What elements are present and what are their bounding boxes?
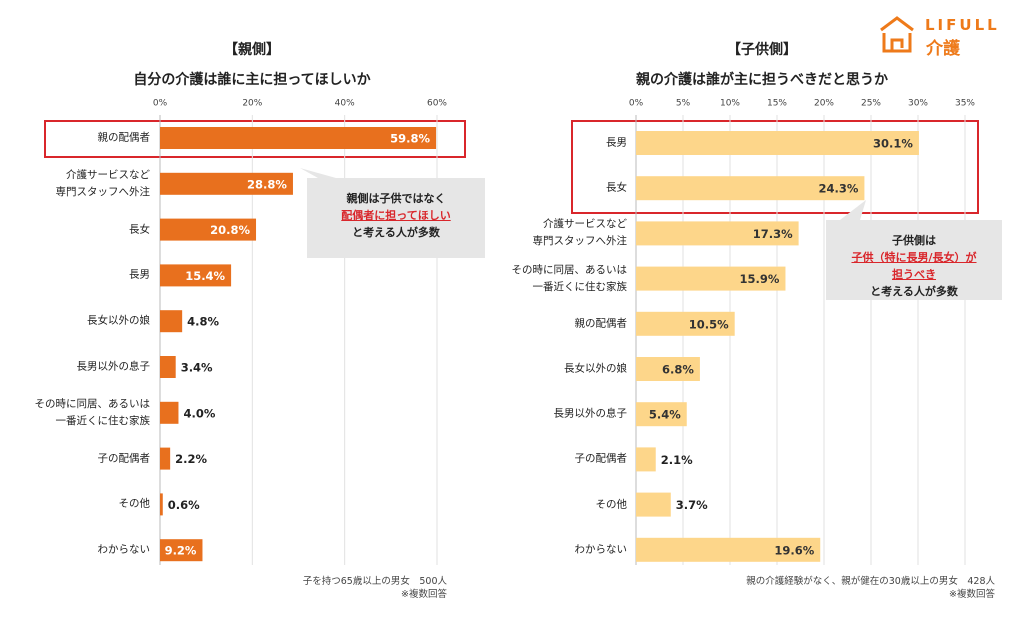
bar <box>160 310 183 333</box>
category-label: 子の配偶者 <box>97 452 151 465</box>
value-label: 59.8% <box>390 132 430 146</box>
category-label: その他 <box>595 498 628 511</box>
x-tick-label: 25% <box>861 99 881 109</box>
value-label: 6.8% <box>662 363 694 377</box>
x-tick-label: 15% <box>767 99 787 109</box>
callout-text: 担うべき <box>892 268 936 281</box>
bar <box>160 218 257 241</box>
footnote: 子を持つ65歳以上の男女 500人 <box>302 576 447 587</box>
bar <box>636 131 919 155</box>
category-label: その時に同居、あるいは 一番近くに住む家族 <box>34 397 151 427</box>
x-tick-label: 30% <box>908 99 928 109</box>
logo-brand: LIFULL <box>925 16 1000 34</box>
value-label: 2.2% <box>175 452 207 466</box>
category-label: 長男以外の息子 <box>553 407 628 420</box>
value-label: 3.4% <box>181 361 213 375</box>
category-label: わからない <box>97 543 151 556</box>
bar <box>636 402 687 427</box>
callout-text: 親側は子供ではなく <box>346 192 446 205</box>
footnote: ※複数回答 <box>401 589 447 600</box>
bar <box>160 493 163 516</box>
callout-text: と考える人が多数 <box>352 226 440 239</box>
value-label: 20.8% <box>210 223 250 237</box>
value-label: 17.3% <box>753 227 793 241</box>
bar <box>636 176 865 201</box>
value-label: 15.4% <box>185 269 225 283</box>
callout-box: 子供側は子供（特に長男/長女）が 担うべきと考える人が多数 <box>826 220 1002 300</box>
callout-text: と考える人が多数 <box>870 285 958 298</box>
x-tick-label: 10% <box>720 99 740 109</box>
bar <box>636 447 656 472</box>
callout-text: 配偶者に担ってほしい <box>341 209 451 222</box>
value-label: 3.7% <box>676 498 708 512</box>
callout-text: 子供側は <box>892 234 936 247</box>
category-label: その他 <box>118 497 151 510</box>
category-label: 長女 <box>606 181 627 194</box>
chart-subtitle: 自分の介護は誰に主に担ってほしいか <box>133 71 370 88</box>
category-label: 介護サービスなど 専門スタッフへ外注 <box>55 168 151 198</box>
x-tick-label: 0% <box>153 99 168 109</box>
footnote: 親の介護経験がなく、親が健在の30歳以上の男女 428人 <box>746 576 995 587</box>
value-label: 0.6% <box>168 498 200 512</box>
footnote: ※複数回答 <box>949 589 995 600</box>
logo-icon <box>880 16 914 53</box>
bar <box>636 311 735 336</box>
category-label: 介護サービスなど 専門スタッフへ外注 <box>532 218 628 248</box>
bar <box>636 221 799 246</box>
category-label: 親の配偶者 <box>574 317 628 330</box>
callout-pointer <box>840 200 866 220</box>
value-label: 30.1% <box>873 137 913 151</box>
value-label: 28.8% <box>247 177 287 191</box>
value-label: 4.8% <box>187 315 219 329</box>
x-tick-label: 35% <box>955 99 975 109</box>
highlight-frame <box>571 120 979 214</box>
value-label: 4.0% <box>183 406 215 420</box>
x-tick-label: 40% <box>335 99 355 109</box>
value-label: 15.9% <box>740 272 780 286</box>
bar <box>160 539 203 562</box>
category-label: 長女 <box>129 223 150 236</box>
x-tick-label: 0% <box>629 99 644 109</box>
bar <box>160 401 179 424</box>
category-label: 長女以外の娘 <box>87 314 150 327</box>
x-tick-label: 60% <box>427 99 447 109</box>
chart-title: 【子供側】 <box>727 41 797 58</box>
value-label: 19.6% <box>774 543 814 557</box>
value-label: 9.2% <box>165 544 197 558</box>
x-tick-label: 20% <box>242 99 262 109</box>
value-label: 24.3% <box>819 182 859 196</box>
bar <box>160 172 293 195</box>
bar <box>636 537 821 562</box>
callout-pointer <box>300 168 336 178</box>
x-tick-label: 20% <box>814 99 834 109</box>
value-label: 5.4% <box>649 408 681 422</box>
bar <box>160 264 232 287</box>
category-label: わからない <box>574 543 628 556</box>
category-label: 子の配偶者 <box>574 452 628 465</box>
callout-text: 子供（特に長男/長女）が <box>851 251 977 264</box>
category-label: 長女以外の娘 <box>564 362 627 375</box>
bar <box>636 357 700 381</box>
value-label: 10.5% <box>689 317 729 331</box>
bar <box>636 492 671 517</box>
callout-box: 親側は子供ではなく 配偶者に担ってほしい と考える人が多数 <box>307 178 485 258</box>
category-label: 長男以外の息子 <box>76 360 151 373</box>
bar <box>160 127 437 149</box>
chart-subtitle: 親の介護は誰が主に担うべきだと思うか <box>636 71 888 88</box>
category-label: 長男 <box>606 136 627 149</box>
bar <box>636 266 786 291</box>
highlight-frame <box>44 120 466 158</box>
value-label: 2.1% <box>661 453 693 467</box>
category-label: 長男 <box>129 268 150 281</box>
bar <box>160 356 176 378</box>
category-label: その時に同居、あるいは 一番近くに住む家族 <box>511 263 628 293</box>
logo-service: 介護 <box>926 39 960 59</box>
x-tick-label: 5% <box>676 99 691 109</box>
bar <box>160 447 171 470</box>
chart-title: 【親側】 <box>224 41 280 58</box>
category-label: 親の配偶者 <box>97 131 151 144</box>
